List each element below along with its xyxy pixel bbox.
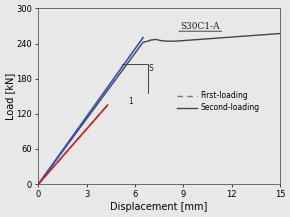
Text: 1: 1 [128, 97, 133, 106]
X-axis label: Displacement [mm]: Displacement [mm] [110, 202, 208, 212]
Legend: First-loading, Second-loading: First-loading, Second-loading [177, 91, 260, 112]
Text: S30C1-A: S30C1-A [180, 22, 220, 31]
Text: S: S [149, 64, 153, 73]
Y-axis label: Load [kN]: Load [kN] [5, 73, 15, 120]
